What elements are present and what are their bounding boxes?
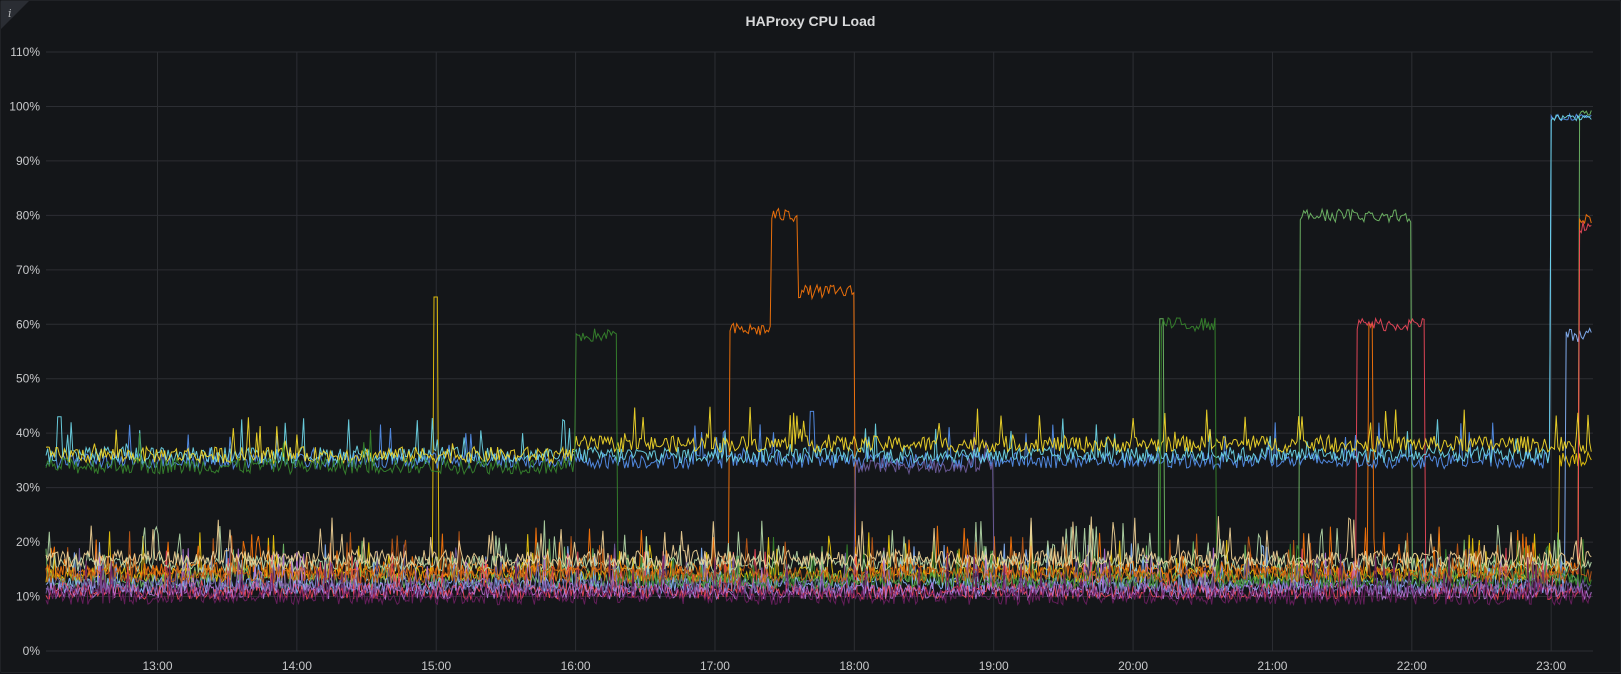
- x-axis: 13:00 14:00 15:00 16:00 17:00 18:00 19:00 20:00…: [142, 659, 1566, 673]
- y-tick-label: 110%: [10, 45, 40, 59]
- x-tick-label: 20:00: [1118, 659, 1148, 673]
- x-tick-label: 23:00: [1536, 659, 1566, 673]
- series-line: [45, 516, 1592, 569]
- series-line: [45, 531, 1592, 585]
- x-tick-label: 13:00: [142, 659, 172, 673]
- series-line: [45, 114, 1592, 465]
- series-line: [45, 112, 1592, 471]
- y-tick-label: 20%: [16, 535, 40, 549]
- series-line: [45, 110, 1592, 590]
- series-line: [45, 296, 1592, 585]
- y-tick-label: 90%: [16, 154, 40, 168]
- series-line: [45, 552, 1592, 607]
- x-tick-label: 22:00: [1397, 659, 1427, 673]
- series-line: [45, 327, 1592, 596]
- series-group: [45, 110, 1592, 607]
- x-tick-label: 16:00: [561, 659, 591, 673]
- info-corner-button[interactable]: [1, 1, 29, 29]
- series-line: [45, 221, 1592, 601]
- y-tick-label: 80%: [16, 208, 40, 222]
- y-tick-label: 0%: [23, 644, 41, 658]
- y-axis: 0% 10% 20% 30% 40% 50% 60% 70% 80% 90% 100% 110%: [9, 45, 40, 658]
- x-tick-label: 15:00: [421, 659, 451, 673]
- series-line: [45, 406, 1592, 465]
- y-tick-label: 70%: [16, 263, 40, 277]
- info-icon[interactable]: i: [8, 7, 12, 20]
- series-line: [45, 316, 1592, 591]
- y-tick-label: 50%: [16, 372, 40, 386]
- x-tick-label: 19:00: [979, 659, 1009, 673]
- y-tick-label: 30%: [16, 481, 40, 495]
- x-tick-label: 21:00: [1257, 659, 1287, 673]
- y-tick-label: 100%: [9, 99, 40, 113]
- x-tick-label: 17:00: [700, 659, 730, 673]
- x-tick-label: 14:00: [282, 659, 312, 673]
- y-tick-label: 60%: [16, 317, 40, 331]
- series-line: [45, 207, 1592, 580]
- y-tick-label: 40%: [16, 426, 40, 440]
- x-tick-label: 18:00: [839, 659, 869, 673]
- panel-title[interactable]: HAProxy CPU Load: [745, 13, 876, 29]
- y-tick-label: 10%: [16, 590, 40, 604]
